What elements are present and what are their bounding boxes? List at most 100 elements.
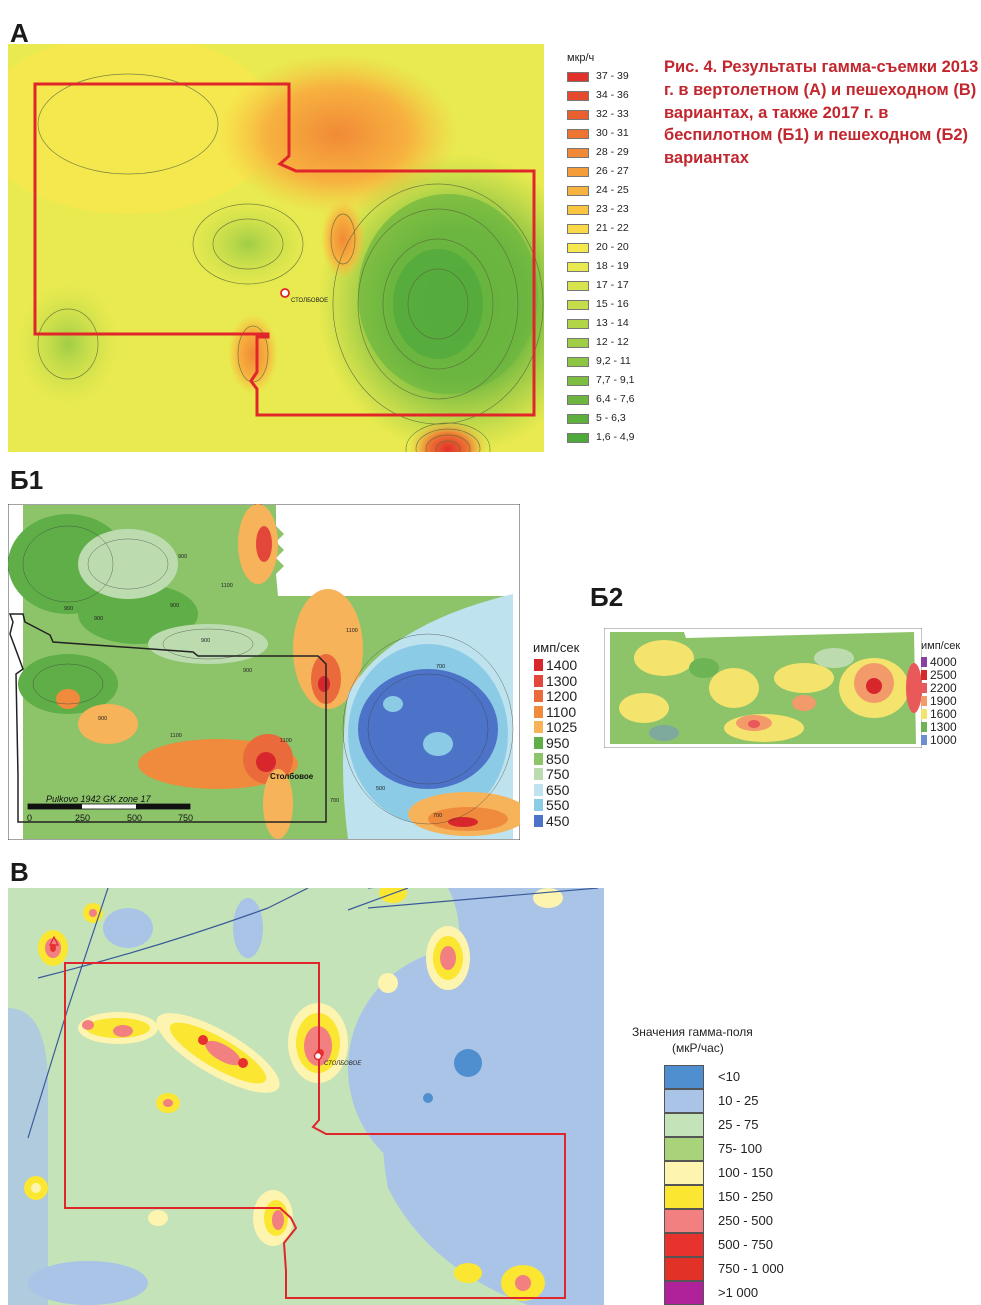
panel-v-letter: В (10, 857, 29, 887)
legend-v: <10 10 - 25 25 - 75 75- 100 100 - 150 150 - 2… (664, 1065, 814, 1305)
legend-label: 25 - 75 (718, 1117, 759, 1132)
legend-swatch (567, 338, 589, 348)
legend-item: 9,2 - 11 (567, 355, 657, 369)
legend-item: 1300 (534, 672, 594, 689)
legend-label: 550 (546, 797, 570, 814)
legend-swatch (567, 72, 589, 82)
legend-label: 750 (546, 766, 570, 783)
legend-label: 6,4 - 7,6 (596, 393, 635, 405)
legend-label: 20 - 20 (596, 241, 629, 253)
legend-item: 1600 (921, 707, 981, 721)
figure-caption: Рис. 4. Результаты гамма-съемки 2013 г. … (664, 58, 979, 168)
legend-label: 10 - 25 (718, 1093, 759, 1108)
legend-label: 23 - 23 (596, 203, 629, 215)
legend-label: 26 - 27 (596, 165, 629, 177)
contour-label: 900 (170, 603, 179, 609)
contour-label: 900 (64, 606, 73, 612)
legend-label: 15 - 16 (596, 298, 629, 310)
legend-label: 9,2 - 11 (596, 355, 631, 367)
contour-label: 700 (433, 813, 442, 819)
legend-item: 18 - 19 (567, 260, 657, 274)
legend-item: 37 - 39 (567, 70, 657, 84)
contour-label: 900 (98, 716, 107, 722)
legend-label: 7,7 - 9,1 (596, 374, 635, 386)
legend-item: 34 - 36 (567, 89, 657, 103)
hotspots (24, 888, 563, 1301)
legend-item: 17 - 17 (567, 279, 657, 293)
legend-swatch (567, 319, 589, 329)
legend-item: 1025 (534, 719, 594, 735)
legend-label: 2500 (930, 668, 957, 682)
legend-item: 20 - 20 (567, 241, 657, 255)
legend-swatch (567, 433, 589, 443)
legend-swatch (534, 674, 543, 687)
legend-label: 5 - 6,3 (596, 412, 626, 424)
legend-item: 10 - 25 (664, 1089, 814, 1113)
legend-item: 750 (534, 766, 594, 783)
legend-swatch (921, 735, 927, 745)
legend-item: 32 - 33 (567, 108, 657, 122)
scale-tick: 250 (75, 813, 91, 823)
legend-item: 24 - 25 (567, 184, 657, 198)
legend-swatch (534, 815, 543, 827)
legend-v-unit: (мкР/час) (672, 1041, 724, 1055)
legend-swatch (567, 205, 589, 215)
legend-item: 1000 (921, 733, 981, 747)
legend-label: 1300 (546, 672, 578, 689)
legend-label: 30 - 31 (596, 127, 629, 139)
legend-label: 1300 (930, 720, 957, 734)
legend-b2-title: имп/сек (921, 640, 961, 652)
legend-a: 37 - 39 34 - 36 32 - 33 30 - 31 28 - 29 26 - … (567, 70, 662, 443)
legend-swatch (534, 705, 543, 718)
legend-swatch (534, 659, 543, 671)
legend-label: 850 (546, 750, 570, 767)
legend-swatch (664, 1137, 704, 1161)
legend-swatch (921, 657, 927, 667)
scale-bar (27, 803, 191, 810)
legend-swatch (664, 1233, 704, 1257)
legend-item: 4000 (921, 655, 981, 669)
legend-item: 950 (534, 735, 594, 751)
legend-item: 2500 (921, 668, 981, 682)
legend-swatch (567, 243, 589, 253)
legend-item: 26 - 27 (567, 165, 657, 179)
legend-item: 100 - 150 (664, 1161, 814, 1185)
legend-label: 32 - 33 (596, 108, 629, 120)
legend-swatch (567, 186, 589, 196)
map-b2 (604, 628, 922, 748)
legend-b1: 1400 1300 1200 1100 1025 950 850 750 650 550 450 (534, 657, 604, 837)
legend-item: 1400 (534, 657, 594, 673)
legend-item: 5 - 6,3 (567, 412, 657, 426)
legend-swatch (567, 262, 589, 272)
b1-area-boundary (8, 613, 327, 823)
legend-item: 30 - 31 (567, 127, 657, 141)
legend-label: 1600 (930, 707, 957, 721)
legend-label: 28 - 29 (596, 146, 629, 158)
legend-item: 500 - 750 (664, 1233, 814, 1257)
legend-label: 500 - 750 (718, 1237, 773, 1252)
legend-item: 23 - 23 (567, 203, 657, 217)
legend-swatch (534, 768, 543, 781)
legend-label: 12 - 12 (596, 336, 629, 348)
legend-swatch (534, 752, 543, 765)
legend-item: 550 (534, 797, 594, 814)
legend-label: 100 - 150 (718, 1165, 773, 1180)
v-area-boundary (64, 962, 566, 1299)
legend-swatch (664, 1209, 704, 1233)
legend-swatch (921, 670, 927, 680)
legend-swatch (567, 281, 589, 291)
legend-item: 1900 (921, 694, 981, 708)
legend-label: 150 - 250 (718, 1189, 773, 1204)
village-marker (280, 288, 290, 298)
legend-label: 2200 (930, 681, 957, 695)
legend-swatch (664, 1257, 704, 1281)
legend-b2: 4000 2500 2200 1900 1600 1300 1000 (921, 655, 979, 755)
scale-tick: 0 (27, 813, 33, 823)
contour-label: 900 (201, 638, 210, 644)
legend-item: 25 - 75 (664, 1113, 814, 1137)
legend-item: 12 - 12 (567, 336, 657, 350)
legend-swatch (664, 1065, 704, 1089)
legend-label: 1400 (546, 657, 578, 673)
contour-label: 700 (330, 798, 339, 804)
legend-item: 150 - 250 (664, 1185, 814, 1209)
